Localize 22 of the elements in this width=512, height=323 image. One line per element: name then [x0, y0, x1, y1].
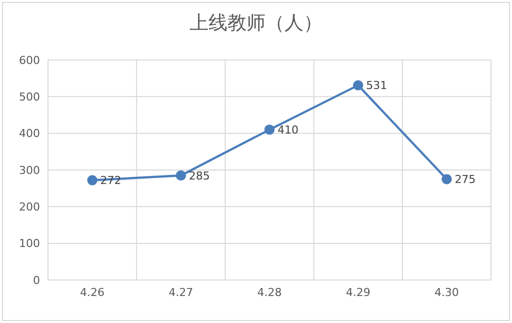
- point: [442, 174, 452, 184]
- point: [353, 80, 364, 90]
- x-tick-label: 4.27: [168, 286, 194, 299]
- x-tick-label: 4.26: [80, 286, 105, 299]
- x-tick-label: 4.29: [346, 286, 370, 299]
- y-tick-label: 100: [19, 237, 40, 250]
- y-tick-label: 0: [33, 274, 40, 287]
- y-tick-label: 500: [19, 90, 40, 104]
- data-label: 410: [278, 124, 298, 137]
- data-label: 275: [454, 173, 476, 186]
- y-tick-label: 300: [19, 164, 40, 177]
- y-tick-label: 200: [19, 200, 40, 214]
- x-tick-label: 4.28: [257, 286, 282, 299]
- data-label: 285: [188, 169, 210, 182]
- chart-title: 上线教师（人）: [188, 11, 324, 36]
- y-tick-label: 400: [19, 127, 40, 140]
- y-tick-label: 600: [19, 54, 40, 67]
- x-tick-label: 4.30: [434, 286, 459, 299]
- data-label: 531: [366, 79, 388, 92]
- point: [87, 175, 98, 186]
- point: [264, 124, 275, 135]
- point: [176, 170, 186, 181]
